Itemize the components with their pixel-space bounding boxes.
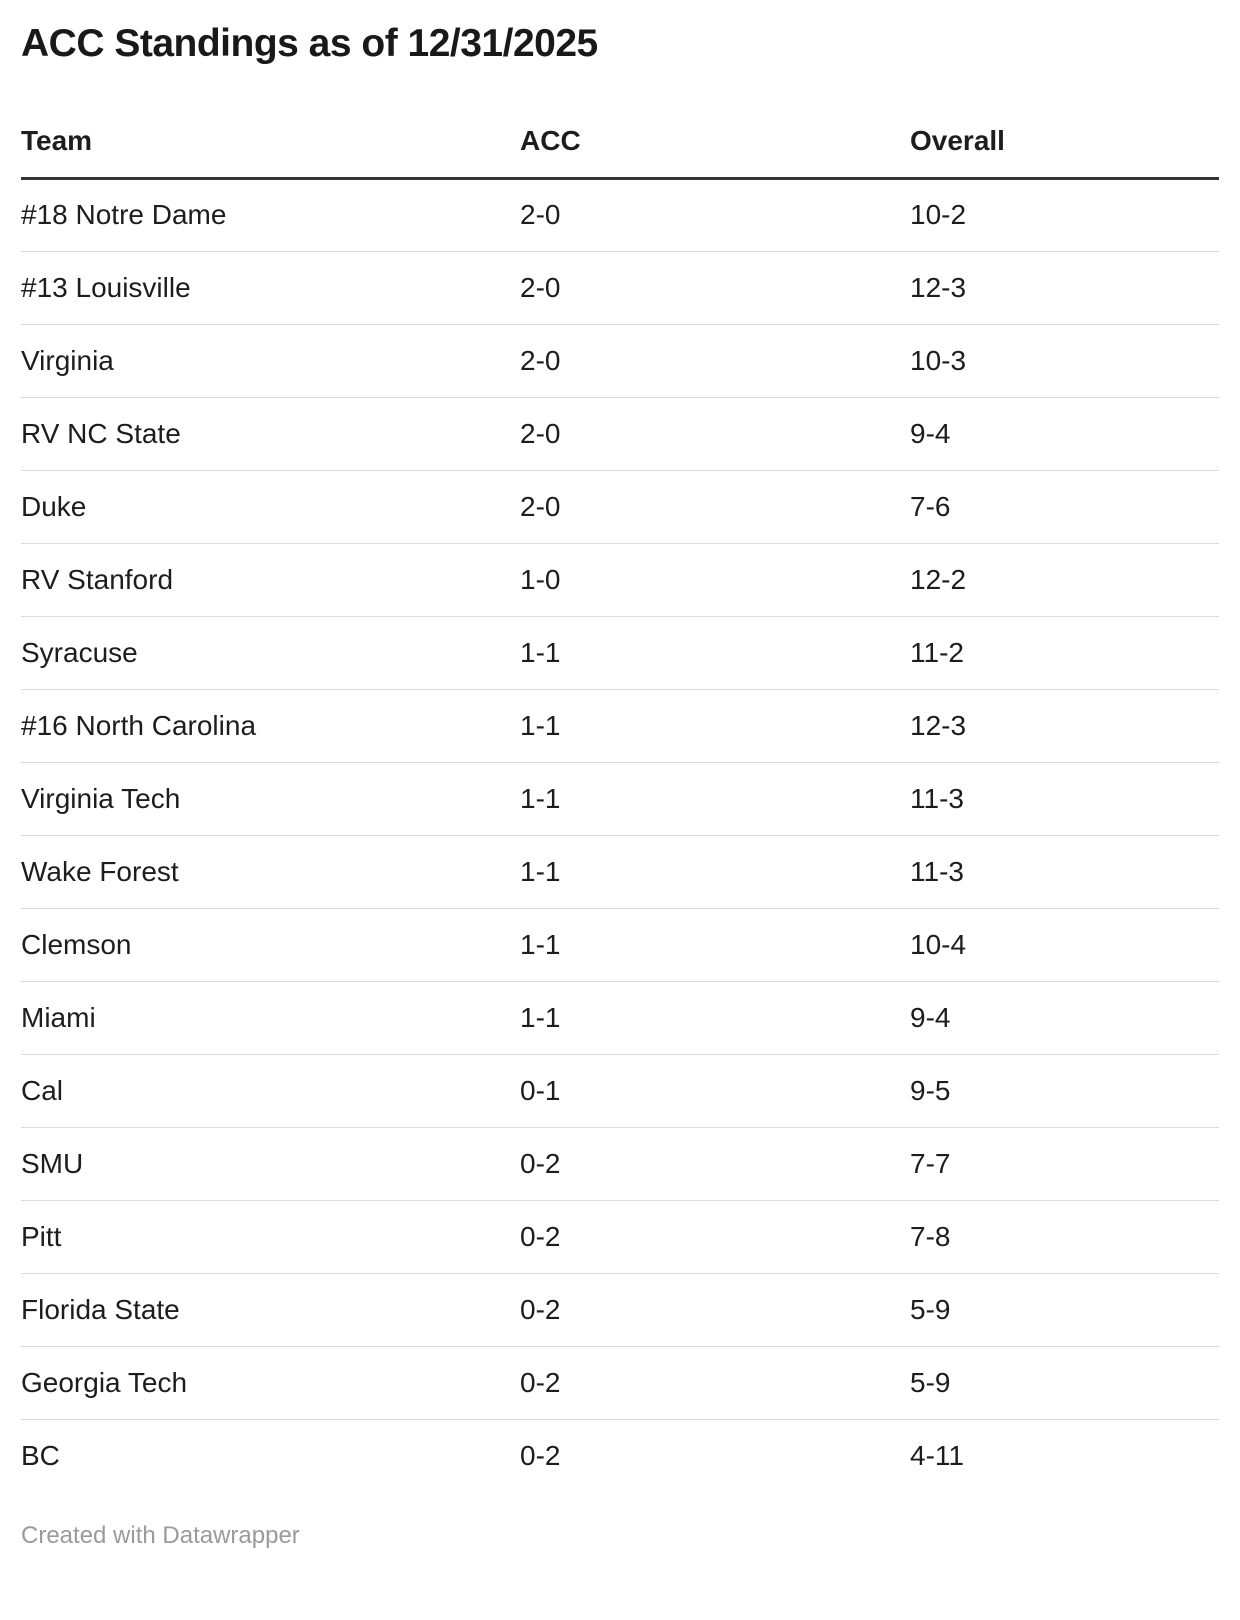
table-row: Virginia Tech 1-1 11-3 <box>21 761 1219 836</box>
acc-record-cell: 0-2 <box>520 1272 910 1347</box>
table-row: Clemson 1-1 10-4 <box>21 907 1219 982</box>
overall-record-cell: 12-3 <box>910 250 1219 325</box>
acc-record-cell: 0-2 <box>520 1126 910 1201</box>
acc-record-cell: 2-0 <box>520 250 910 325</box>
table-row: Florida State 0-2 5-9 <box>21 1272 1219 1347</box>
overall-record-cell: 7-6 <box>910 469 1219 544</box>
team-cell: #16 North Carolina <box>21 688 520 763</box>
table-row: Miami 1-1 9-4 <box>21 980 1219 1055</box>
acc-record-cell: 1-1 <box>520 615 910 690</box>
acc-record-cell: 2-0 <box>520 323 910 398</box>
acc-record-cell: 1-1 <box>520 688 910 763</box>
table-row: #16 North Carolina 1-1 12-3 <box>21 688 1219 763</box>
column-header-acc: ACC <box>520 112 910 180</box>
table-row: #18 Notre Dame 2-0 10-2 <box>21 178 1219 251</box>
acc-record-cell: 2-0 <box>520 469 910 544</box>
page-container: ACC Standings as of 12/31/2025 Team ACC … <box>0 22 1240 1550</box>
table-row: RV Stanford 1-0 12-2 <box>21 542 1219 617</box>
standings-table: Team ACC Overall #18 Notre Dame 2-0 10-2… <box>21 112 1219 1493</box>
team-cell: Cal <box>21 1053 520 1128</box>
table-body: #18 Notre Dame 2-0 10-2 #13 Louisville 2… <box>21 178 1219 1493</box>
overall-record-cell: 9-5 <box>910 1053 1219 1128</box>
table-row: Wake Forest 1-1 11-3 <box>21 834 1219 909</box>
team-cell: #13 Louisville <box>21 250 520 325</box>
table-row: Cal 0-1 9-5 <box>21 1053 1219 1128</box>
acc-record-cell: 2-0 <box>520 199 561 231</box>
overall-record-cell: 5-9 <box>910 1345 1219 1420</box>
acc-record-cell: 0-2 <box>520 1199 910 1274</box>
acc-record-cell: 1-1 <box>520 907 910 982</box>
overall-record-cell: 5-9 <box>910 1272 1219 1347</box>
team-cell: Virginia <box>21 323 520 398</box>
team-cell: RV NC State <box>21 396 520 471</box>
datawrapper-credit: Created with Datawrapper <box>21 1522 300 1550</box>
acc-record-cell: 1-1 <box>520 834 910 909</box>
team-cell: Georgia Tech <box>21 1345 520 1420</box>
team-cell: Wake Forest <box>21 834 520 909</box>
acc-record-cell: 1-1 <box>520 980 910 1055</box>
overall-record-cell: 11-3 <box>910 834 1219 909</box>
column-header-overall: Overall <box>910 112 1219 180</box>
team-cell: Pitt <box>21 1199 520 1274</box>
overall-record-cell: 11-3 <box>910 761 1219 836</box>
table-row: Georgia Tech 0-2 5-9 <box>21 1345 1219 1420</box>
team-cell: Syracuse <box>21 615 520 690</box>
team-cell: Clemson <box>21 907 520 982</box>
table-row: SMU 0-2 7-7 <box>21 1126 1219 1201</box>
overall-record-cell: 7-8 <box>910 1199 1219 1274</box>
overall-record-cell: 12-2 <box>910 542 1219 617</box>
team-cell: Florida State <box>21 1272 520 1347</box>
overall-record-cell: 9-4 <box>910 396 1219 471</box>
table-row: BC 0-2 4-11 <box>21 1418 1219 1493</box>
table-row: Syracuse 1-1 11-2 <box>21 615 1219 690</box>
overall-record-cell: 11-2 <box>910 615 1219 690</box>
team-cell: SMU <box>21 1126 520 1201</box>
table-row: RV NC State 2-0 9-4 <box>21 396 1219 471</box>
team-cell: Miami <box>21 980 520 1055</box>
table-row: Duke 2-0 7-6 <box>21 469 1219 544</box>
team-cell: Virginia Tech <box>21 761 520 836</box>
overall-record-cell: 4-11 <box>910 1418 1219 1493</box>
overall-record-cell: 9-4 <box>910 980 1219 1055</box>
acc-record-cell: 1-1 <box>520 761 910 836</box>
table-row: Pitt 0-2 7-8 <box>21 1199 1219 1274</box>
table-header: Team ACC Overall <box>21 112 1219 180</box>
table-row: #13 Louisville 2-0 12-3 <box>21 250 1219 325</box>
team-cell: BC <box>21 1418 520 1493</box>
overall-record-cell: 10-3 <box>910 323 1219 398</box>
acc-record-cell: 2-0 <box>520 396 910 471</box>
acc-record-cell: 0-1 <box>520 1053 910 1128</box>
header-row: Team ACC Overall <box>21 112 1219 180</box>
page-title: ACC Standings as of 12/31/2025 <box>21 22 598 65</box>
overall-record-cell: 7-7 <box>910 1126 1219 1201</box>
acc-record-cell: 0-2 <box>520 1345 910 1420</box>
acc-record-cell: 0-2 <box>520 1418 910 1493</box>
column-header-team: Team <box>21 112 520 180</box>
acc-record-cell: 1-0 <box>520 542 910 617</box>
table-row: Virginia 2-0 10-3 <box>21 323 1219 398</box>
team-cell: Duke <box>21 469 520 544</box>
overall-record-cell: 10-4 <box>910 907 1219 982</box>
overall-record-cell: 10-2 <box>910 199 967 231</box>
overall-record-cell: 12-3 <box>910 688 1219 763</box>
team-cell: RV Stanford <box>21 542 520 617</box>
team-cell: #18 Notre Dame <box>21 199 227 231</box>
